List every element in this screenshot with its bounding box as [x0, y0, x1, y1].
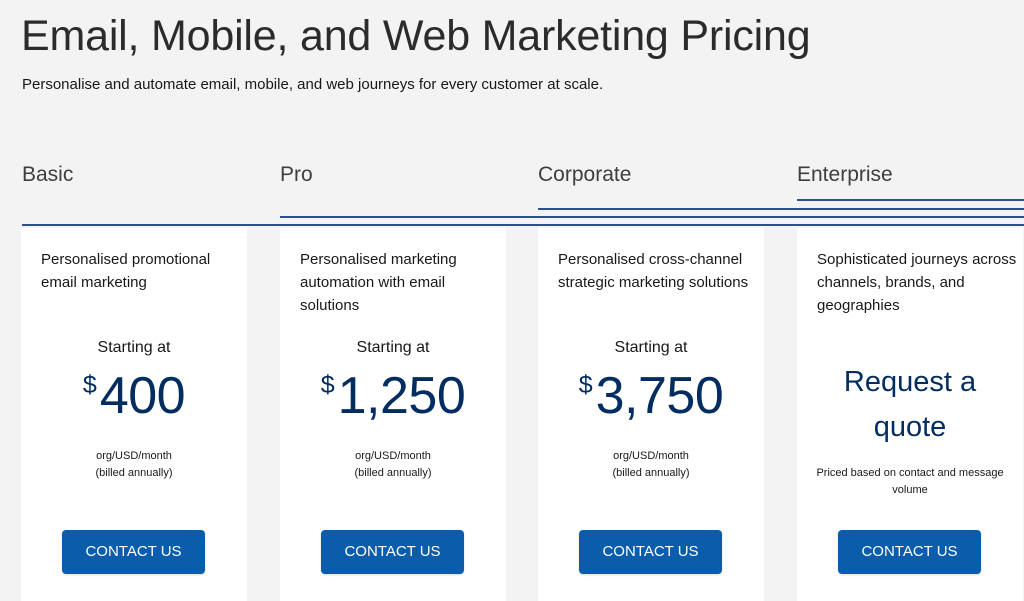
plan-description: Personalised cross-channel strategic mar…: [558, 251, 749, 291]
price-unit: org/USD/month (billed annually): [21, 448, 247, 482]
tier-divider-pro: [280, 216, 1024, 218]
price-unit-label: org/USD/month: [355, 450, 431, 462]
starting-at-label: Starting at: [614, 339, 688, 356]
price-unit: org/USD/month (billed annually): [538, 448, 764, 482]
contact-us-button-enterprise[interactable]: CONTACT US: [838, 530, 981, 574]
price-amount: 1,250: [337, 367, 466, 425]
tier-divider-basic: [22, 224, 1024, 226]
request-quote-line2: quote: [873, 411, 947, 443]
plan-card-corporate: Personalised cross-channel strategic mar…: [538, 228, 764, 601]
plan-price: $3,750: [538, 364, 764, 428]
request-quote-text: Request a quote: [797, 360, 1023, 450]
plan-price: $1,250: [280, 364, 506, 428]
tier-heading-basic: Basic: [22, 163, 74, 186]
plan-description: Personalised promotional email marketing: [41, 251, 211, 291]
contact-us-button-pro[interactable]: CONTACT US: [321, 530, 464, 574]
currency-symbol: $: [82, 371, 97, 399]
price-unit-label: org/USD/month: [613, 450, 689, 462]
plan-description: Sophisticated journeys across channels, …: [817, 251, 1017, 314]
plan-description: Personalised marketing automation with e…: [300, 251, 457, 314]
billing-note: (billed annually): [95, 467, 173, 479]
contact-us-button-basic[interactable]: CONTACT US: [62, 530, 205, 574]
tier-heading-enterprise: Enterprise: [797, 163, 893, 186]
plan-card-pro: Personalised marketing automation with e…: [280, 228, 506, 601]
plan-card-basic: Personalised promotional email marketing…: [21, 228, 247, 601]
page-title: Email, Mobile, and Web Marketing Pricing: [21, 12, 811, 60]
page-subtitle: Personalise and automate email, mobile, …: [22, 76, 604, 93]
currency-symbol: $: [320, 371, 335, 399]
price-amount: 400: [99, 367, 186, 425]
tier-heading-pro: Pro: [280, 163, 313, 186]
currency-symbol: $: [578, 371, 593, 399]
price-unit: org/USD/month (billed annually): [280, 448, 506, 482]
tier-divider-enterprise: [797, 199, 1024, 201]
starting-at-label: Starting at: [97, 339, 171, 356]
plan-price: $400: [21, 364, 247, 428]
billing-note: (billed annually): [354, 467, 432, 479]
price-amount: 3,750: [595, 367, 724, 425]
request-quote-line1: Request a: [843, 366, 977, 398]
tier-heading-corporate: Corporate: [538, 163, 632, 186]
billing-note: (billed annually): [612, 467, 690, 479]
tier-divider-corporate: [538, 208, 1024, 210]
plan-card-enterprise: Sophisticated journeys across channels, …: [797, 228, 1023, 601]
quote-note: Priced based on contact and message volu…: [816, 467, 1004, 496]
starting-at-label: Starting at: [356, 339, 430, 356]
price-unit-label: org/USD/month: [96, 450, 172, 462]
contact-us-button-corporate[interactable]: CONTACT US: [579, 530, 722, 574]
